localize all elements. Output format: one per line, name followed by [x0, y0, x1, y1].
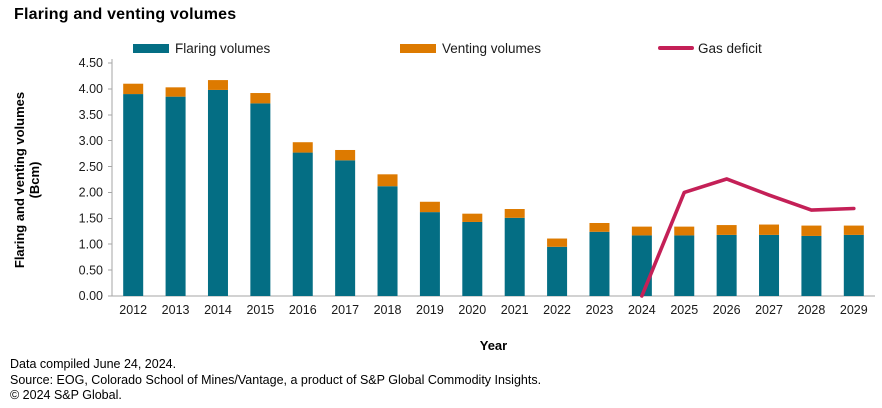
y-tick-label: 0.50 [79, 263, 103, 277]
bar-venting-2017 [335, 149, 356, 161]
bar-venting-2018 [377, 174, 398, 187]
bar-flaring-2017 [335, 160, 356, 296]
x-tick-label-2013: 2013 [162, 303, 190, 317]
bar-venting-2016 [292, 142, 313, 153]
footer-copyright: © 2024 S&P Global. [10, 388, 122, 402]
y-tick-label: 2.50 [79, 160, 103, 174]
x-tick-label-2020: 2020 [458, 303, 486, 317]
x-tick-label-2027: 2027 [755, 303, 783, 317]
legend-item-flaring-volumes: Flaring volumes [133, 38, 270, 58]
bar-flaring-2013 [165, 96, 186, 297]
x-axis-title: Year [479, 338, 508, 353]
bar-flaring-2014 [207, 89, 228, 297]
chart-legend: Flaring volumes Venting volumes Gas defici… [0, 38, 882, 58]
bar-flaring-2023 [589, 231, 610, 296]
y-tick-label: 3.50 [79, 108, 103, 122]
x-tick-label-2018: 2018 [374, 303, 402, 317]
bar-flaring-2021 [504, 217, 525, 296]
bar-flaring-2015 [250, 103, 271, 297]
bar-flaring-2026 [716, 234, 737, 296]
bar-venting-2028 [801, 225, 822, 236]
x-tick-label-2029: 2029 [840, 303, 868, 317]
chart-plot-area: 0.00 0.50 1.00 1.50 2.00 2.50 3.00 3.50 4.00 4.50… [79, 56, 875, 317]
bar-venting-2012 [123, 83, 144, 95]
bar-flaring-2020 [462, 221, 483, 296]
bar-flaring-2025 [674, 235, 695, 296]
bar-flaring-2018 [377, 186, 398, 296]
bar-venting-2021 [504, 209, 525, 218]
bar-venting-2022 [547, 238, 568, 247]
x-tick-label-2012: 2012 [119, 303, 147, 317]
bar-flaring-2027 [759, 234, 780, 296]
footer-source: Source: EOG, Colorado School of Mines/Va… [10, 372, 542, 387]
x-tick-label-2017: 2017 [331, 303, 359, 317]
y-tick-label: 1.50 [79, 212, 103, 226]
bar-venting-2015 [250, 93, 271, 104]
x-tick-label-2026: 2026 [713, 303, 741, 317]
chart-title: Flaring and venting volumes [14, 6, 237, 23]
legend-label: Venting volumes [442, 40, 542, 56]
x-tick-label-2021: 2021 [501, 303, 529, 317]
legend-swatch-bar [133, 43, 169, 53]
legend-label: Gas deficit [698, 40, 762, 56]
y-tick-label: 4.50 [79, 56, 103, 70]
x-tick-label-2016: 2016 [289, 303, 317, 317]
x-tick-label-2022: 2022 [543, 303, 571, 317]
x-tick-label-2015: 2015 [246, 303, 274, 317]
y-axis-title-line2: (Bcm) [27, 161, 42, 199]
bar-venting-2025 [674, 226, 695, 236]
legend-item-venting-volumes: Venting volumes [400, 38, 541, 58]
x-tick-label-2019: 2019 [416, 303, 444, 317]
bar-venting-2014 [207, 80, 228, 90]
bar-flaring-2022 [547, 246, 568, 296]
y-axis-title-line1: Flaring and venting volumes [12, 91, 27, 269]
footer-compiled-date: Data compiled June 24, 2024. [10, 357, 177, 371]
bar-venting-2027 [759, 224, 780, 235]
bar-flaring-2016 [292, 152, 313, 296]
y-tick-label: 1.00 [79, 237, 103, 251]
x-tick-label-2025: 2025 [670, 303, 698, 317]
x-tick-label-2023: 2023 [586, 303, 614, 317]
y-tick-label: 2.00 [79, 186, 103, 200]
y-tick-label: 4.00 [79, 82, 103, 96]
legend-swatch-bar [400, 43, 436, 53]
y-axis-title: Flaring and venting volumes (Bcm) [12, 30, 42, 330]
legend-item-gas-deficit: Gas deficit [658, 38, 762, 58]
x-tick-label-2024: 2024 [628, 303, 656, 317]
bar-flaring-2012 [123, 94, 144, 296]
bar-venting-2024 [631, 226, 652, 236]
bar-venting-2013 [165, 87, 186, 97]
legend-swatch-line [658, 46, 694, 50]
bar-flaring-2024 [631, 235, 652, 296]
x-tick-label-2028: 2028 [798, 303, 826, 317]
bar-venting-2026 [716, 225, 737, 235]
y-tick-label: 3.00 [79, 134, 103, 148]
gas-deficit-line [640, 177, 856, 298]
legend-label: Flaring volumes [175, 40, 271, 56]
bar-flaring-2019 [419, 212, 440, 296]
source-note: Data compiled June 24, 2024. Source: EOG… [10, 357, 541, 404]
bar-flaring-2028 [801, 235, 822, 296]
x-tick-label-2014: 2014 [204, 303, 232, 317]
bar-flaring-2029 [843, 234, 864, 296]
bar-venting-2019 [419, 201, 440, 213]
bar-venting-2020 [462, 213, 483, 222]
bar-venting-2029 [843, 225, 864, 235]
y-tick-label: 0.00 [79, 289, 103, 303]
bar-venting-2023 [589, 222, 610, 232]
